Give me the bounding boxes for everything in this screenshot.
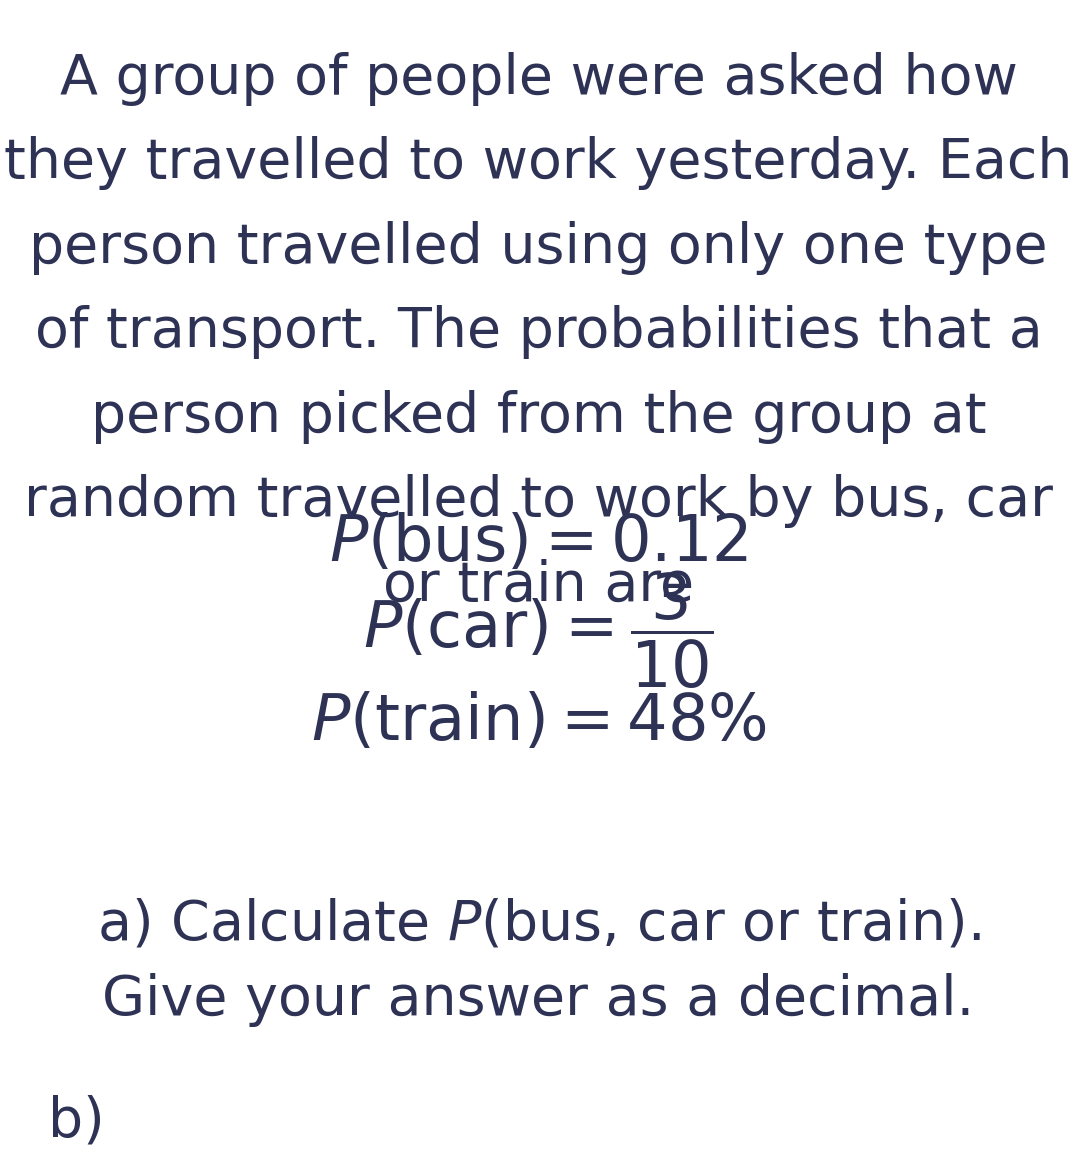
- Text: A group of people were asked how: A group of people were asked how: [59, 52, 1018, 106]
- Text: Give your answer as a decimal.: Give your answer as a decimal.: [102, 973, 975, 1027]
- Text: $\mathit{P}(\mathrm{car}) = \dfrac{3}{10}$: $\mathit{P}(\mathrm{car}) = \dfrac{3}{10…: [363, 570, 714, 690]
- Text: or train are: or train are: [383, 558, 694, 613]
- Text: person travelled using only one type: person travelled using only one type: [29, 221, 1048, 275]
- Text: b): b): [48, 1095, 106, 1148]
- Text: a) Calculate $\mathit{P}$(bus, car or train).: a) Calculate $\mathit{P}$(bus, car or tr…: [97, 898, 980, 951]
- Text: $\mathit{P}(\mathrm{bus}) = 0.12$: $\mathit{P}(\mathrm{bus}) = 0.12$: [330, 512, 747, 575]
- Text: they travelled to work yesterday. Each: they travelled to work yesterday. Each: [4, 136, 1073, 191]
- Text: random travelled to work by bus, car: random travelled to work by bus, car: [24, 474, 1053, 528]
- Text: of transport. The probabilities that a: of transport. The probabilities that a: [34, 305, 1043, 360]
- Text: $\mathit{P}(\mathrm{train}) = 48\%$: $\mathit{P}(\mathrm{train}) = 48\%$: [310, 691, 767, 754]
- Text: person picked from the group at: person picked from the group at: [90, 390, 987, 444]
